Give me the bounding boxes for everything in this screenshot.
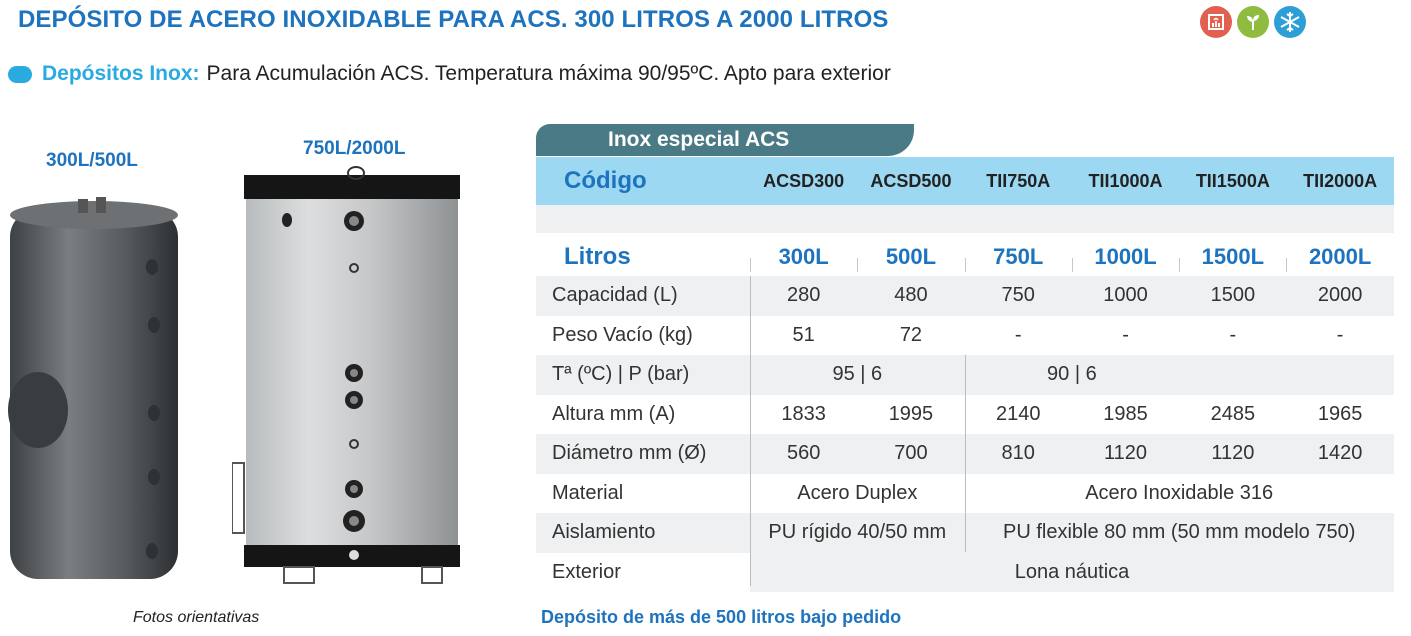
table-cell: 750 — [1001, 284, 1035, 307]
table-cell: 2140 — [995, 402, 1041, 425]
table-cell-merged: Acero Inoxidable 316 — [1085, 481, 1274, 504]
tank-image-large — [232, 166, 460, 584]
table-row: Altura mm (A) 1833 1995 2140 1985 2485 1… — [536, 395, 1394, 435]
table-cell-merged: Lona náutica — [750, 552, 1394, 592]
row-label: Aislamiento — [552, 521, 656, 544]
table-cell: 1420 — [1317, 442, 1363, 465]
group-divider — [965, 355, 966, 552]
section-subtitle: Depósitos Inox: Para Acumulación ACS. Te… — [8, 62, 891, 86]
column-divider — [1179, 258, 1180, 272]
table-cell: - — [1336, 323, 1344, 346]
column-divider — [857, 258, 858, 272]
row-label: Peso Vacío (kg) — [552, 323, 693, 346]
table-cell: - — [1014, 323, 1022, 346]
table-cell: 2000 — [1317, 284, 1363, 307]
table-row: Exterior Lona náutica — [536, 552, 1394, 592]
subtitle-strong: Depósitos Inox: — [42, 62, 200, 85]
row-label: Material — [552, 481, 624, 504]
bullet-icon — [8, 65, 32, 83]
label-column-divider — [750, 276, 751, 586]
table-cell: 72 — [899, 323, 923, 346]
table-cell: 1985 — [1103, 402, 1148, 425]
table-cell: 1120 — [1211, 442, 1255, 465]
litros-cell: 500L — [885, 244, 937, 269]
table-cell: 810 — [1001, 442, 1035, 465]
litros-cell: 1000L — [1094, 244, 1157, 269]
table-cell: 280 — [786, 284, 821, 307]
code-cell: TII750A — [986, 170, 1051, 191]
tank-image-small — [8, 197, 178, 579]
page-title: DEPÓSITO DE ACERO INOXIDABLE PARA ACS. 3… — [18, 6, 889, 33]
photo-label-small: 300L/500L — [46, 150, 138, 171]
code-cell: ACSD300 — [763, 170, 845, 191]
table-cell: 1000 — [1103, 284, 1148, 307]
column-divider — [750, 258, 751, 272]
table-cell: 1120 — [1104, 442, 1148, 465]
code-row: Código ACSD300 ACSD500 TII750A TII1000A … — [536, 157, 1394, 205]
table-cell: - — [1122, 323, 1129, 346]
photos-note: Fotos orientativas — [133, 609, 260, 626]
table-cell: 1995 — [888, 402, 934, 425]
subtitle-text: Para Acumulación ACS. Temperatura máxima… — [206, 62, 891, 85]
spacer-row — [536, 205, 1394, 233]
table-cell-merged: 90 | 6 — [1047, 363, 1097, 386]
plant-icon — [1237, 6, 1269, 38]
table-cell-merged: Acero Duplex — [797, 481, 918, 504]
row-label: Altura mm (A) — [552, 402, 676, 425]
snowflake-icon — [1274, 6, 1306, 38]
code-cell: ACSD500 — [870, 170, 952, 191]
litros-cell: 750L — [993, 244, 1044, 269]
table-cell: 2485 — [1210, 402, 1256, 425]
litros-cell: 300L — [778, 244, 829, 269]
table-row: Capacidad (L) 280 480 750 1000 1500 2000 — [536, 276, 1394, 316]
table-cell-merged: PU rígido 40/50 mm — [768, 521, 947, 544]
row-label: Tª (ºC) | P (bar) — [552, 363, 690, 386]
photo-label-large: 750L/2000L — [303, 138, 406, 159]
column-divider — [965, 258, 966, 272]
table-cell: 1965 — [1317, 402, 1363, 425]
table-tab-title: Inox especial ACS — [536, 124, 914, 156]
table-cell: 560 — [786, 442, 821, 465]
column-divider — [1286, 258, 1287, 272]
litros-cell: 1500L — [1201, 244, 1265, 269]
column-divider — [1072, 258, 1073, 272]
code-cell: TII1500A — [1195, 170, 1270, 191]
row-label: Capacidad (L) — [552, 284, 678, 307]
row-label: Diámetro mm (Ø) — [552, 442, 707, 465]
table-cell: 1500 — [1210, 284, 1256, 307]
litros-header: Litros — [564, 243, 631, 270]
footer-note: Depósito de más de 500 litros bajo pedid… — [541, 607, 902, 627]
table-cell: 480 — [894, 284, 928, 307]
row-label: Exterior — [552, 560, 621, 583]
feature-badges — [1200, 6, 1306, 38]
table-cell: 700 — [894, 442, 928, 465]
table-row: Peso Vacío (kg) 51 72 - - - - — [536, 316, 1394, 356]
litros-row: Litros 300L 500L 750L 1000L 1500L 2000L — [536, 238, 1394, 276]
table-cell: - — [1229, 323, 1237, 346]
heating-icon — [1200, 6, 1232, 38]
litros-cell: 2000L — [1308, 244, 1372, 269]
code-cell: TII2000A — [1303, 170, 1378, 191]
table-cell-merged: PU flexible 80 mm (50 mm modelo 750) — [1003, 521, 1356, 544]
table-row: Material Acero Duplex Acero Inoxidable 3… — [536, 474, 1394, 514]
table-cell: 51 — [792, 323, 815, 346]
code-header: Código — [564, 167, 647, 194]
table-cell: 1833 — [781, 402, 826, 425]
table-cell-merged: 95 | 6 — [832, 363, 883, 386]
code-cell: TII1000A — [1088, 170, 1163, 191]
